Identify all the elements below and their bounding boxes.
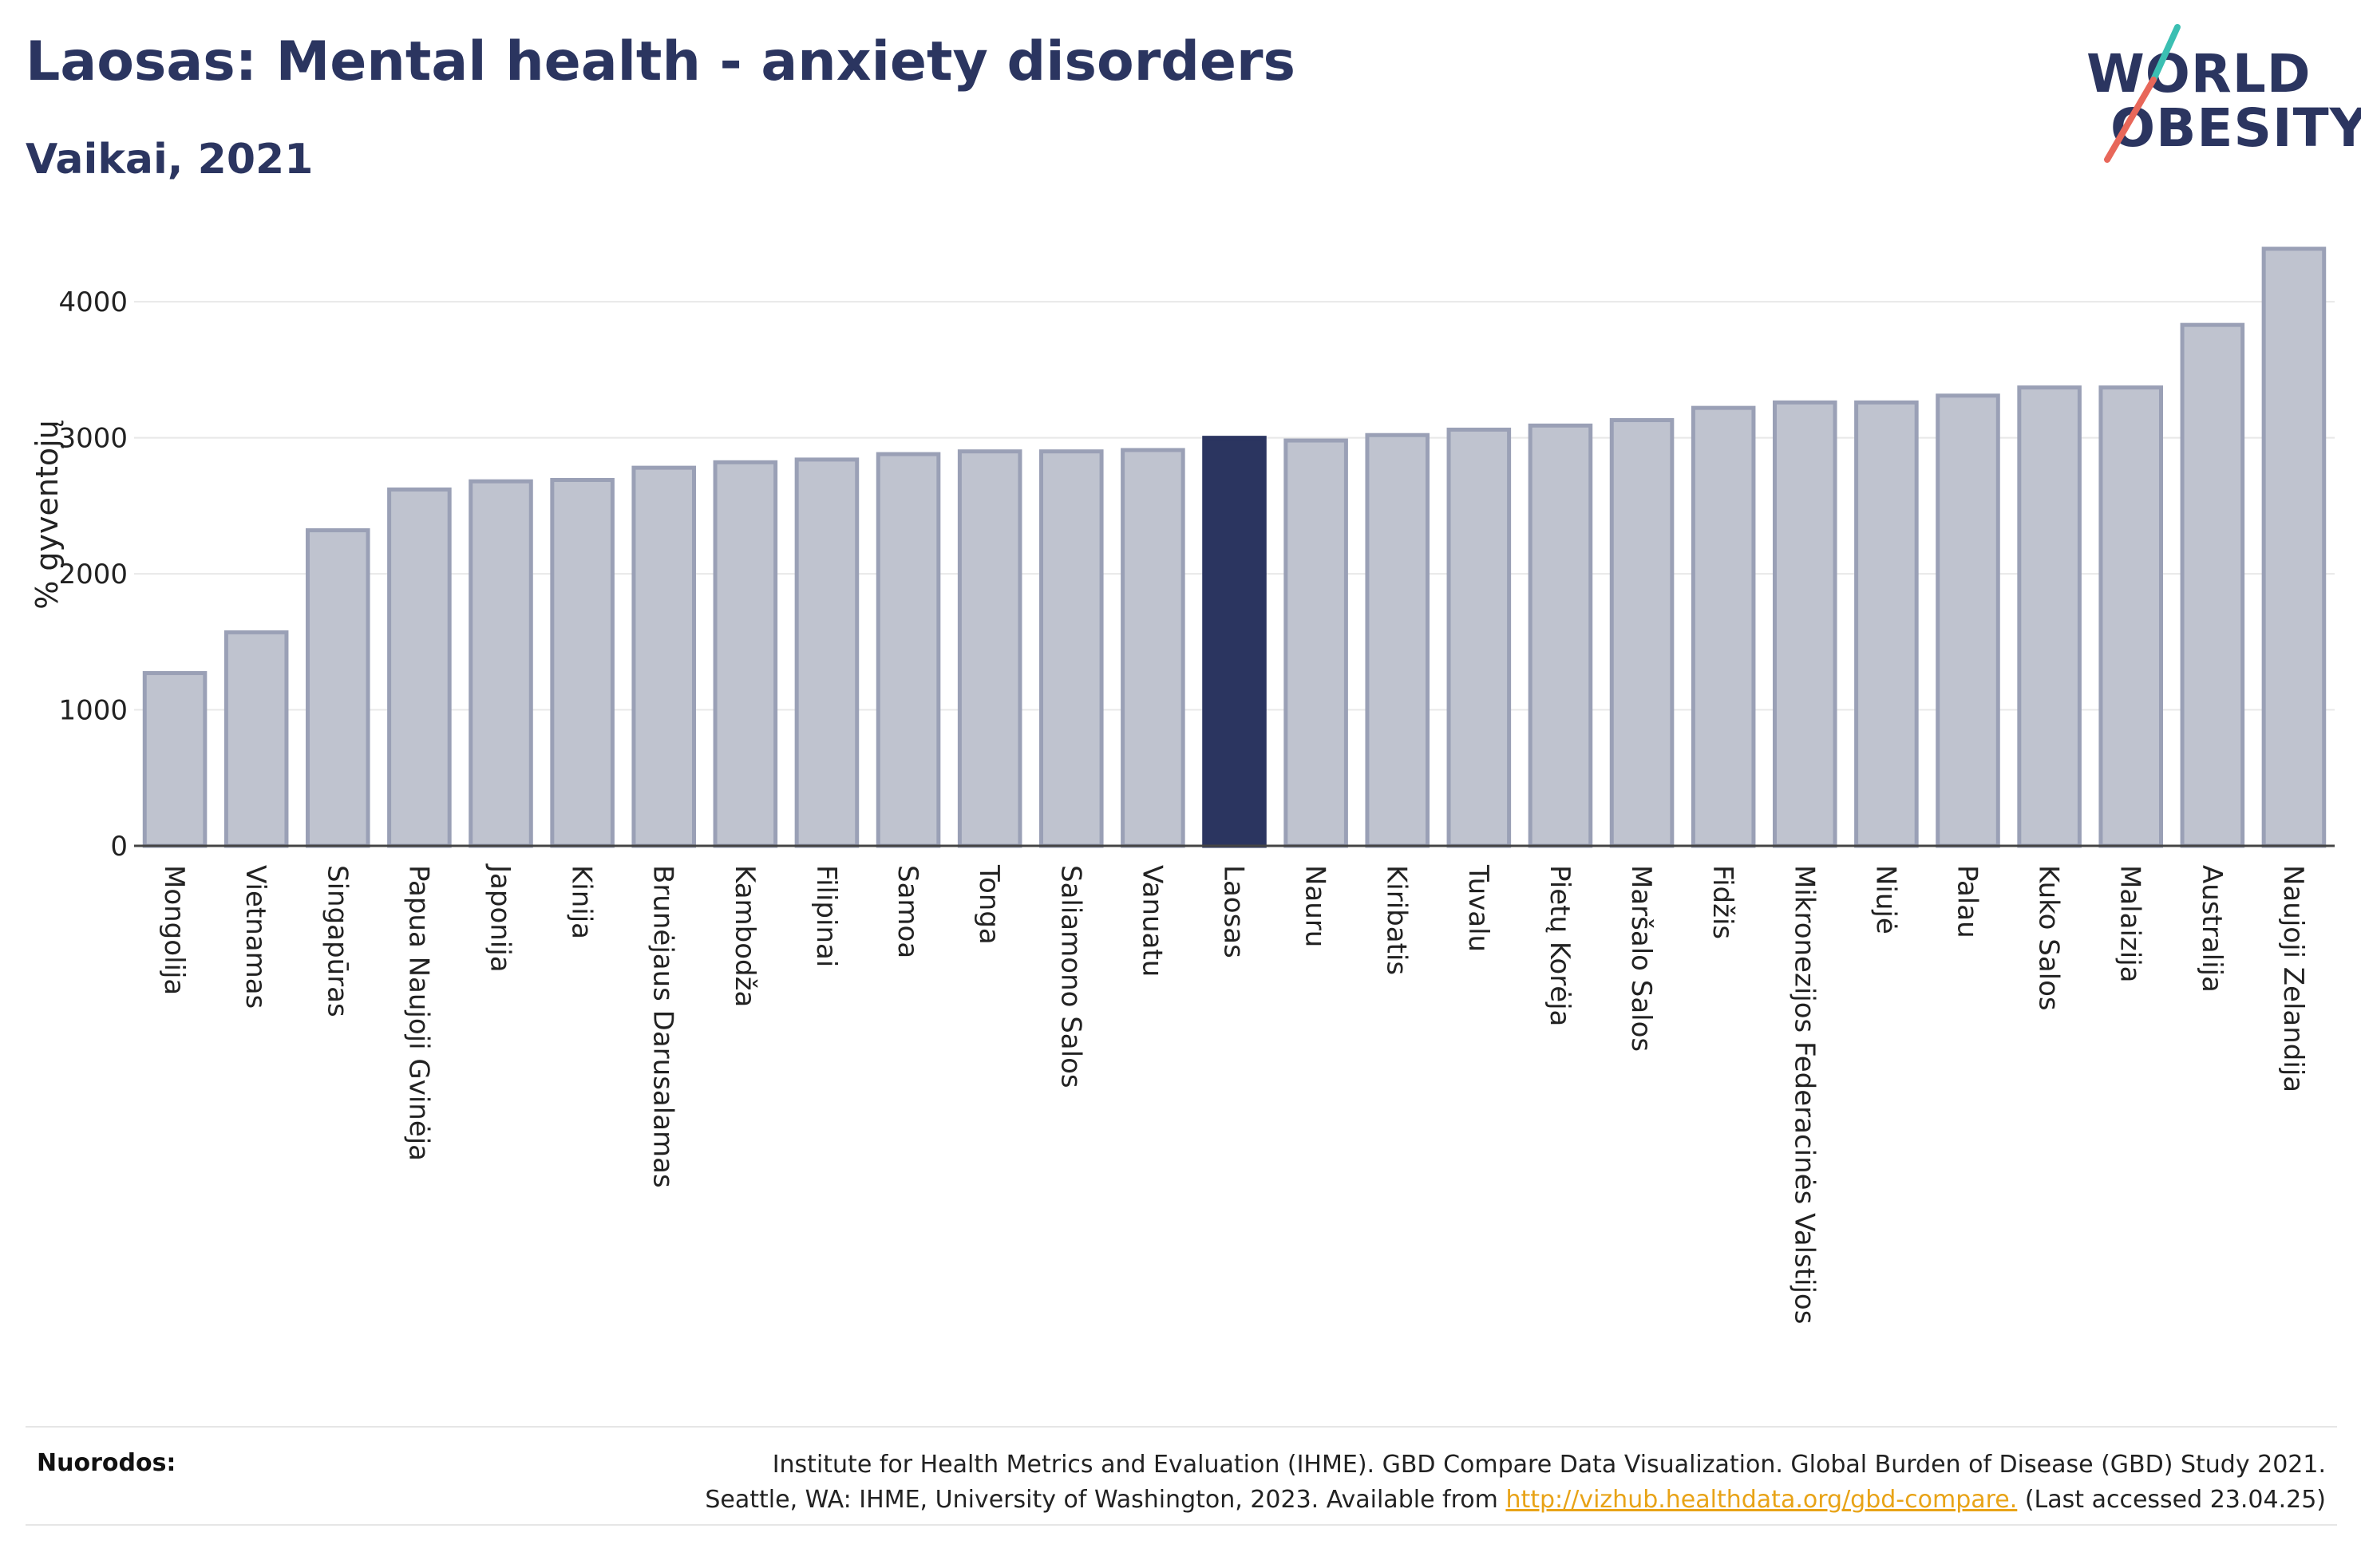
x-tick-label: Fidžis (1706, 865, 1738, 939)
bar-kiribatis (1365, 432, 1430, 848)
bar-nauru (1283, 438, 1348, 848)
bar-mongolija (142, 671, 208, 848)
x-tick-label: Maršalo Salos (1625, 865, 1657, 1052)
y-tick-label: 4000 (58, 286, 128, 318)
bar-laosas (1202, 436, 1267, 848)
y-tick-label: 1000 (58, 695, 128, 727)
x-tick-label: Singapūras (321, 865, 353, 1017)
bar-pietų-korėja (1528, 423, 1593, 848)
x-tick-label: Filipinai (810, 865, 842, 967)
x-tick-label: Palau (1952, 865, 1983, 938)
x-tick-label: Vietnamas (239, 865, 271, 1009)
x-tick-label: Papua Naujoji Gvinėja (402, 865, 434, 1161)
bar-kambodža (713, 460, 778, 848)
world-obesity-logo: WORLD OBESITY (2075, 22, 2361, 174)
x-tick-label: Niujė (1869, 865, 1901, 934)
x-tick-label: Japonija (484, 863, 516, 973)
bar-vanuatu (1121, 448, 1185, 848)
bar-fidžis (1691, 405, 1756, 848)
x-tick-label: Brunėjaus Darusalamas (647, 865, 679, 1188)
x-tick-label: Kuko Salos (2033, 865, 2065, 1011)
logo-slash-icon (2104, 24, 2181, 163)
logo-line2: OBESITY (2110, 97, 2361, 159)
bar-papua-naujoji-gvinėja (387, 487, 452, 848)
bar-niujė (1854, 400, 1919, 848)
references-text: Institute for Health Metrics and Evaluat… (705, 1448, 2326, 1518)
x-tick-label: Saliamono Salos (1054, 865, 1086, 1088)
bar-mikronezijos-federacinės-valstijos (1772, 400, 1837, 848)
axes: 0 1000 2000 3000 4000 Mongolija Vietnamas Singa… (58, 286, 2335, 1324)
bar-tuvalu (1446, 427, 1512, 848)
bar-australija (2180, 322, 2245, 848)
footer-divider-top (26, 1426, 2337, 1428)
footer-divider-bottom (26, 1524, 2337, 1526)
bar-palau (1936, 393, 2000, 848)
bar-vietnamas (223, 630, 289, 848)
x-tick-label: Nauru (1299, 865, 1331, 947)
references-label: Nuorodos: (37, 1449, 176, 1477)
references-line2-prefix: Seattle, WA: IHME, University of Washing… (705, 1486, 1498, 1514)
chart-subtitle: Vaikai, 2021 (26, 136, 314, 184)
y-tick-label: 3000 (58, 423, 128, 455)
y-tick-label: 0 (110, 831, 128, 863)
bars (142, 247, 2327, 848)
chart-title: Laosas: Mental health - anxiety disorder… (26, 30, 1296, 93)
x-tick-label: Mikronezijos Federacinės Valstijos (1788, 865, 1820, 1324)
x-tick-label: Kiribatis (1381, 865, 1413, 975)
bar-kinija (550, 477, 615, 848)
bar-malaizija (2098, 385, 2164, 848)
bar-tonga (957, 449, 1022, 848)
y-tick-label: 2000 (58, 559, 128, 590)
x-tick-label: Vanuatu (1136, 865, 1168, 977)
logo-line1: WORLD (2086, 43, 2312, 105)
bar-filipinai (794, 457, 860, 848)
bar-brunėjaus-darusalamas (631, 465, 697, 848)
bar-singapūras (305, 528, 370, 848)
x-tick-label: Tuvalu (1462, 864, 1494, 952)
x-tick-label: Samoa (892, 865, 923, 958)
x-tick-label: Laosas (1218, 865, 1250, 958)
bar-japonija (469, 479, 533, 848)
references-line2-suffix: (Last accessed 23.04.25) (2024, 1486, 2326, 1514)
x-tick-label: Malaizija (2114, 865, 2146, 982)
bar-maršalo-salos (1609, 417, 1675, 848)
bar-chart: 0 1000 2000 3000 4000 Mongolija Vietnamas Singa… (30, 247, 2335, 1324)
bar-kuko-salos (2017, 385, 2082, 848)
bar-samoa (876, 452, 941, 848)
references-line1: Institute for Health Metrics and Evaluat… (772, 1451, 2326, 1479)
bar-saliamono-salos (1038, 449, 1104, 848)
x-tick-label: Pietų Korėja (1544, 865, 1576, 1026)
x-tick-label: Kinija (566, 865, 598, 939)
x-tick-label: Mongolija (158, 865, 190, 995)
x-tick-label: Kambodža (729, 865, 761, 1007)
y-axis-label: % gyventojų (30, 420, 65, 610)
references-line2: Seattle, WA: IHME, University of Washing… (705, 1483, 2326, 1518)
x-tick-label: Australija (2196, 865, 2228, 993)
bar-naujoji-zelandija (2261, 247, 2327, 848)
x-tick-label: Naujoji Zelandija (2277, 865, 2309, 1092)
gbd-compare-link[interactable]: http://vizhub.healthdata.org/gbd-compare… (1505, 1486, 2018, 1514)
x-tick-label: Tonga (973, 864, 1005, 945)
